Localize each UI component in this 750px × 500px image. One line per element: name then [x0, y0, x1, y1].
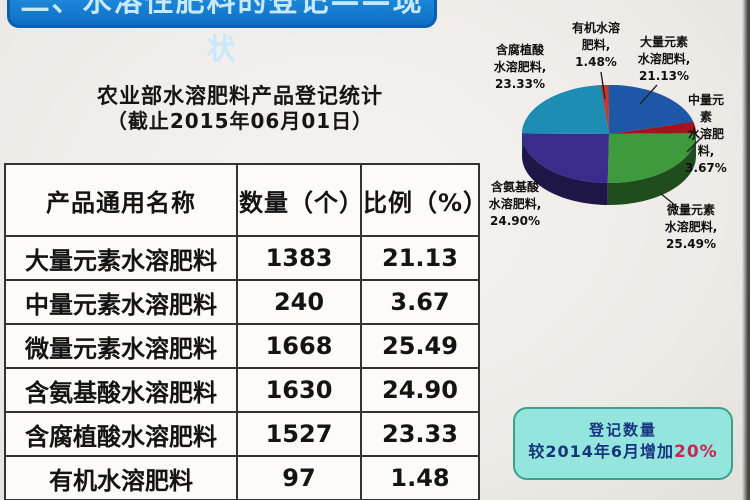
title-banner: 二、水溶性肥料的登记——现状	[7, 0, 437, 66]
pie-slice-wall	[600, 85, 609, 108]
pie-label-1: 大量元素 水溶肥料, 21.13%	[637, 35, 691, 83]
pie-slice-wall	[607, 133, 696, 205]
table-row: 含腐植酸水溶肥料 1527 23.33	[4, 411, 480, 457]
pie-label-5: 含腐植酸 水溶肥料, 23.33%	[493, 43, 547, 91]
pie-label-0: 有机水溶 肥料, 1.48%	[571, 21, 621, 69]
product-name-cell: 含腐植酸水溶肥料	[4, 411, 238, 457]
product-name-cell: 含氨基酸水溶肥料	[4, 367, 238, 413]
col-header-percent: 比例（%）	[360, 163, 480, 237]
count-cell: 1630	[236, 367, 362, 413]
product-name-cell: 有机水溶肥料	[4, 455, 238, 500]
product-name-cell: 中量元素水溶肥料	[4, 279, 238, 325]
table-row: 大量元素水溶肥料 1383 21.13	[4, 235, 480, 281]
registration-table: 产品通用名称 数量（个） 比例（%） 大量元素水溶肥料 1383 21.13 中量元素…	[4, 163, 480, 500]
pie-slice-4	[522, 133, 609, 183]
pie-leader-line	[600, 71, 606, 100]
pie-slice-1	[608, 85, 694, 134]
table-row: 有机水溶肥料 97 1.48	[4, 455, 480, 500]
col-header-product-name: 产品通用名称	[4, 163, 238, 237]
growth-note-box: 登记数量 较2014年6月增加20%	[513, 407, 733, 480]
count-cell: 1383	[236, 235, 362, 281]
percent-cell: 1.48	[360, 455, 480, 500]
subtitle-line2: （截止2015年06月01日）	[106, 109, 374, 133]
note-line2: 较2014年6月增加20%	[515, 440, 731, 464]
pie-slice-wall	[608, 85, 694, 145]
subtitle-line1: 农业部水溶肥料产品登记统计	[97, 84, 383, 108]
percent-cell: 23.33	[360, 411, 480, 457]
count-cell: 240	[236, 279, 362, 325]
table-subtitle: 农业部水溶肥料产品登记统计 （截止2015年06月01日）	[10, 84, 470, 133]
registration-table-body: 大量元素水溶肥料 1383 21.13 中量元素水溶肥料 240 3.67 微量元素水溶肥料…	[4, 235, 480, 500]
banner-title: 二、水溶性肥料的登记——现状	[20, 0, 424, 66]
product-name-cell: 大量元素水溶肥料	[4, 235, 238, 281]
pie-slice-0	[600, 85, 609, 134]
pie-slice-2	[609, 122, 696, 134]
count-cell: 1527	[236, 411, 362, 457]
count-cell: 1668	[236, 323, 362, 369]
pie-label-3: 微量元素 水溶肥料, 25.49%	[664, 203, 718, 251]
product-name-cell: 微量元素水溶肥料	[4, 323, 238, 369]
percent-cell: 24.90	[360, 367, 480, 413]
pie-slice-wall	[522, 85, 601, 156]
table-header-row: 产品通用名称 数量（个） 比例（%）	[4, 163, 480, 237]
percent-cell: 25.49	[360, 323, 480, 369]
percent-cell: 21.13	[360, 235, 480, 281]
percent-cell: 3.67	[360, 279, 480, 325]
pie-label-2: 中量元素 水溶肥料, 3.67%	[685, 93, 727, 175]
pie-leader-line	[639, 84, 658, 105]
table-row: 含氨基酸水溶肥料 1630 24.90	[4, 367, 480, 413]
table-row: 中量元素水溶肥料 240 3.67	[4, 279, 480, 325]
col-header-count: 数量（个）	[236, 163, 362, 237]
table-row: 微量元素水溶肥料 1668 25.49	[4, 323, 480, 369]
note-line2-text: 较2014年6月增加	[528, 442, 674, 461]
photo-right-edge	[742, 0, 750, 500]
note-line1: 登记数量	[588, 421, 657, 439]
note-growth-percent: 20%	[673, 442, 718, 462]
count-cell: 97	[236, 455, 362, 500]
pie-slice-3	[607, 133, 696, 183]
pie-label-4: 含氨基酸 水溶肥料, 24.90%	[488, 180, 542, 228]
